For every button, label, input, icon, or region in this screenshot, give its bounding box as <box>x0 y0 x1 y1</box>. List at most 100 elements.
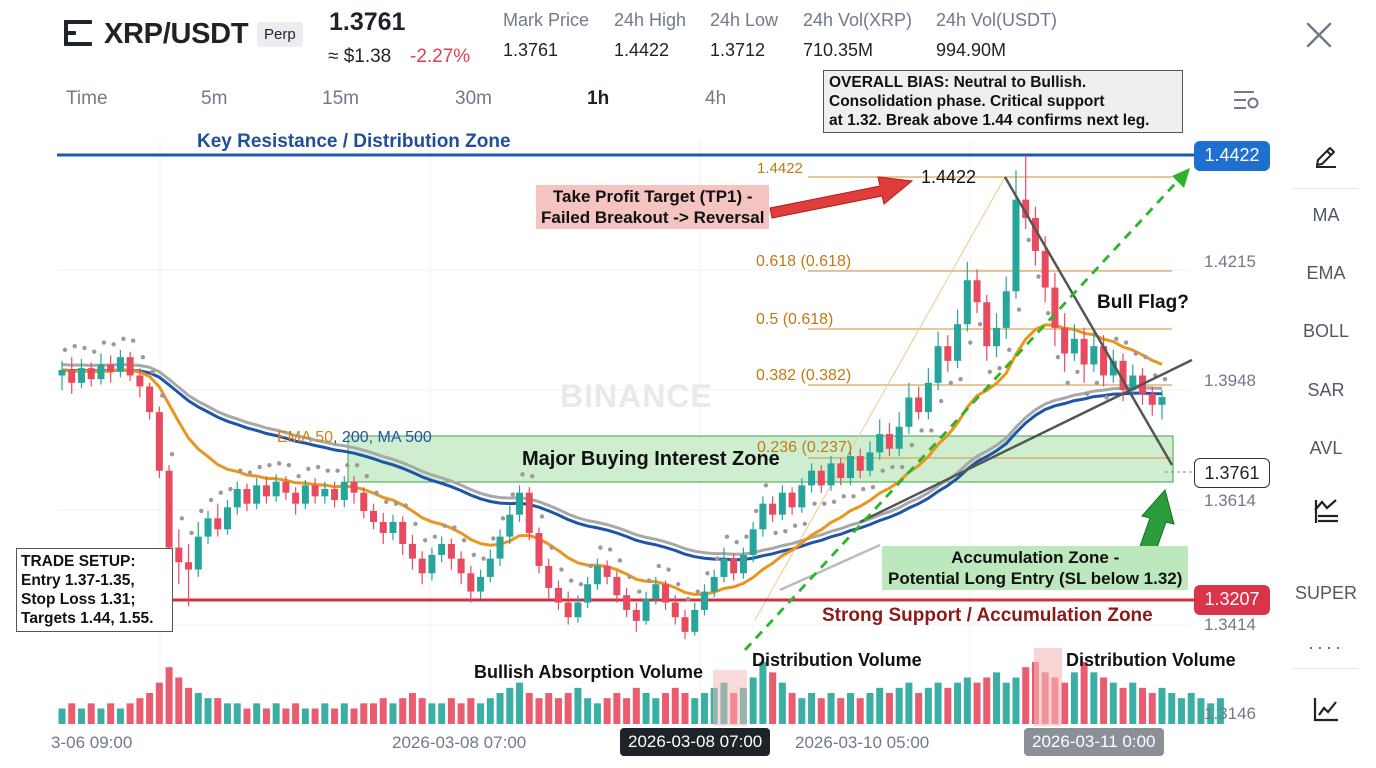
sidebar-item-boll[interactable]: BOLL <box>1302 321 1350 341</box>
support-label: Strong Support / Accumulation Zone <box>822 605 1153 626</box>
candle-body <box>545 565 553 588</box>
candle-body <box>671 602 679 618</box>
volume-bar <box>282 708 290 724</box>
sar-dot <box>578 582 584 587</box>
sar-dot <box>530 474 535 479</box>
sidebar-item-ema[interactable]: EMA <box>1306 263 1346 283</box>
volume-bar <box>77 708 85 724</box>
volume-bar <box>223 703 231 724</box>
price-chart[interactable] <box>0 120 1290 730</box>
candle-body <box>496 536 504 559</box>
candle-body <box>593 565 601 585</box>
pencil-icon[interactable] <box>1312 140 1340 168</box>
volume-bar <box>155 682 163 724</box>
trade-line: Entry 1.37-1.35, <box>21 572 135 589</box>
volume-bar <box>1100 677 1108 724</box>
sar-dot <box>1114 336 1119 342</box>
resistance-label: Key Resistance / Distribution Zone <box>197 131 511 152</box>
sar-dot <box>500 516 506 521</box>
sar-dot <box>929 428 934 433</box>
candle-body <box>477 576 485 592</box>
sar-dot <box>880 468 885 473</box>
sar-dot <box>831 499 837 505</box>
line-chart-icon[interactable] <box>1312 695 1340 723</box>
sar-dot <box>1045 311 1051 316</box>
tab-30m[interactable]: 30m <box>455 88 492 109</box>
candle-body <box>730 558 738 574</box>
candle-body <box>185 562 193 570</box>
volume-bar <box>788 693 796 724</box>
highlight-time-label: 2026-03-11 0:00 <box>1024 728 1164 756</box>
volume-bar <box>1207 703 1215 724</box>
volume-bar <box>584 698 592 724</box>
stat-value: 710.35M <box>803 40 874 60</box>
sar-dot <box>861 486 866 492</box>
candle-body <box>788 492 796 508</box>
sar-dot <box>744 534 749 539</box>
change-percent: -2.27% <box>410 46 471 67</box>
volume-bar <box>535 698 543 724</box>
sar-dot <box>286 463 292 468</box>
volume-bar <box>311 708 319 724</box>
volume-bar <box>895 687 903 724</box>
sidebar-item-avl[interactable]: AVL <box>1309 438 1343 458</box>
candle-body <box>1070 338 1078 354</box>
volume-bar <box>467 698 475 724</box>
tab-time[interactable]: Time <box>66 88 108 109</box>
tab-5m[interactable]: 5m <box>201 88 228 109</box>
volume-bar <box>700 693 708 724</box>
volume-bar <box>146 693 154 724</box>
volume-bar <box>1022 667 1030 724</box>
candle-body <box>223 507 231 530</box>
sidebar-item-sar[interactable]: SAR <box>1307 380 1345 400</box>
candle-body <box>58 369 66 376</box>
sar-dot <box>374 490 379 495</box>
sar-dot <box>676 582 681 587</box>
volume-bar <box>1002 682 1010 724</box>
volume-bar <box>506 687 514 724</box>
stat-value: 1.4422 <box>614 40 670 60</box>
time-label: 3-06 09:00 <box>51 733 133 752</box>
tab-15m[interactable]: 15m <box>322 88 359 109</box>
candle-body <box>613 576 621 596</box>
sar-dot <box>656 563 662 569</box>
volume-bar <box>1158 687 1166 724</box>
stat-label: 24h Vol(XRP) <box>803 10 913 30</box>
indicator-lines-icon[interactable] <box>1312 496 1340 524</box>
sar-dot <box>588 563 593 569</box>
volume-bar <box>681 693 689 724</box>
volume-bar <box>973 682 981 724</box>
sidebar-more[interactable]: ···· <box>1308 637 1344 657</box>
flag-lower-line <box>859 358 1193 524</box>
candle-body <box>155 412 163 471</box>
sar-dot <box>890 464 895 470</box>
candle-body <box>1061 327 1069 354</box>
volume-bar <box>613 693 621 724</box>
candle-body <box>243 489 251 504</box>
sar-dot <box>140 354 146 360</box>
sidebar-item-ma[interactable]: MA <box>1312 205 1340 225</box>
volume-bar <box>243 708 251 724</box>
pair-name[interactable]: XRP/USDT <box>104 18 249 50</box>
volume-bar <box>574 687 582 724</box>
close-icon[interactable] <box>1304 20 1334 50</box>
volume-bar <box>68 703 76 724</box>
tab-4h[interactable]: 4h <box>705 88 727 109</box>
chart-settings-icon[interactable] <box>1232 88 1260 112</box>
menu-icon[interactable] <box>64 20 92 46</box>
sidebar-item-super[interactable]: SUPER <box>1294 583 1357 603</box>
volume-bar <box>292 703 300 724</box>
volume-bar <box>58 708 66 724</box>
sar-dot <box>763 483 769 488</box>
sar-dot <box>1016 307 1022 312</box>
sar-dot <box>296 474 301 479</box>
candle-body <box>1002 291 1010 328</box>
candle-body <box>408 543 416 559</box>
sar-dot <box>938 398 944 404</box>
ma-legend: EMA 50, 200, MA 500 <box>277 429 432 447</box>
stat-24h-low: 24h Low 1.3712 <box>710 10 778 61</box>
volume-bar <box>1216 698 1224 724</box>
tab-1h[interactable]: 1h <box>587 88 610 109</box>
sar-dot <box>968 340 973 345</box>
volume-bar <box>496 693 504 724</box>
